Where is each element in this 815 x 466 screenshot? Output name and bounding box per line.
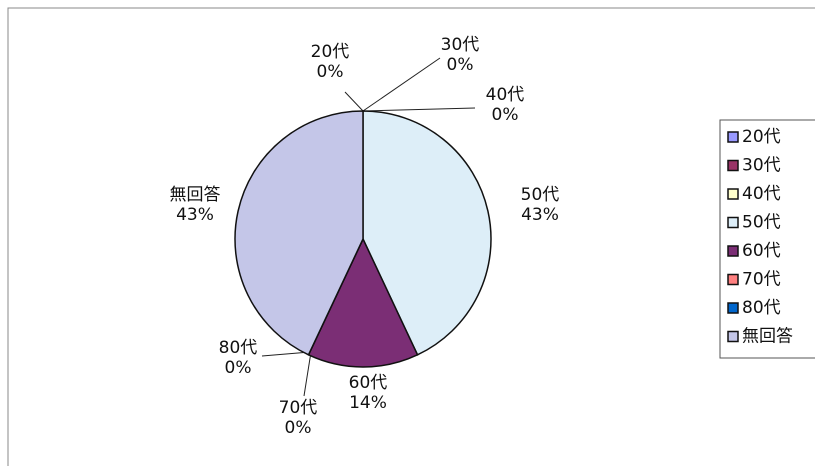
legend-label: 40代 [742,184,781,204]
legend-swatch [727,245,739,257]
slice-category-label: 60代 [349,373,388,393]
chart-frame [7,7,815,466]
slice-value-label: 0% [492,105,519,125]
legend-box [719,119,815,359]
legend-swatch [727,330,739,343]
legend-swatch [727,302,739,314]
slice-category-label: 30代 [441,35,480,55]
slice-category-label: 無回答 [170,185,221,205]
legend-swatch [727,273,739,286]
legend-swatch [727,159,739,172]
slice-value-label: 14% [349,393,387,413]
pie-slice [362,110,492,356]
slice-value-label: 0% [317,62,344,82]
slice-category-label: 50代 [521,185,560,205]
leader-lines [261,57,476,397]
legend-label: 20代 [742,127,781,147]
legend-swatch [727,188,739,200]
pie-slice [234,110,364,356]
slice-category-label: 40代 [486,85,525,105]
pie-slice [307,237,419,368]
slice-value-label: 0% [225,358,252,378]
slice-category-label: 70代 [279,398,318,418]
slice-value-label: 0% [447,55,474,75]
legend-label: 無回答 [742,327,793,347]
slice-value-label: 0% [285,418,312,438]
legend-label: 70代 [742,270,781,290]
legend-label: 50代 [742,213,781,233]
legend-label: 60代 [742,241,781,261]
slice-category-label: 80代 [219,338,258,358]
legend-label: 30代 [742,156,781,176]
slice-value-label: 43% [521,205,559,225]
legend-swatch [727,131,739,143]
legend-swatch [727,216,739,229]
slice-category-label: 20代 [311,42,350,62]
slice-value-label: 43% [176,205,214,225]
legend-label: 80代 [742,298,781,318]
